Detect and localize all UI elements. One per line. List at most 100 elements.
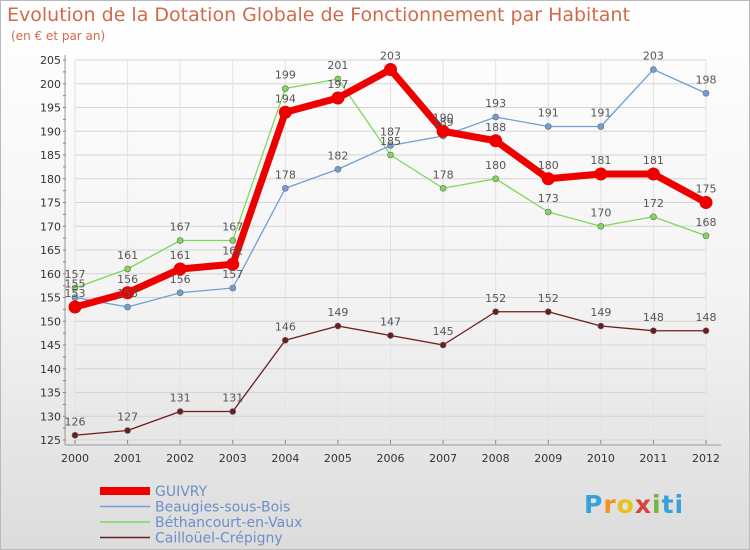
legend-label-beaugies-sous-bois: Beaugies-sous-Bois [155,500,290,516]
logo-letter: x [634,490,652,519]
point-guivry-2006 [384,63,397,76]
point-b-thancourt-en-vaux-2003 [229,237,237,244]
y-tick-label-180: 180 [40,173,61,186]
data-label-caillo-el-cr-pigny-2004: 146 [275,320,296,333]
point-beaugies-sous-bois-2010 [597,123,605,130]
data-label-guivry-2000: 153 [65,287,86,300]
data-label-guivry-2003: 162 [222,244,243,257]
x-tick-label-2005: 2005 [324,452,352,465]
point-guivry-2012 [699,196,713,209]
data-label-b-thancourt-en-vaux-2005: 201 [327,59,348,72]
y-tick-label-200: 200 [40,78,61,91]
data-label-caillo-el-cr-pigny-2009: 152 [538,292,559,305]
point-b-thancourt-en-vaux-2005 [334,75,342,83]
data-labels: 126 127 131 131 146 149 147 145 152 152 149 148 148 1… [65,50,717,429]
point-b-thancourt-en-vaux-2009 [544,208,552,216]
y-tick-label-160: 160 [40,268,61,281]
y-tick-label-140: 140 [40,363,61,376]
proxiti-logo: Proxiti [584,490,684,519]
point-caillo-el-cr-pigny-2001 [124,427,131,434]
point-beaugies-sous-bois-2006 [387,142,394,149]
data-label-beaugies-sous-bois-2010: 191 [590,107,611,120]
point-b-thancourt-en-vaux-2001 [124,265,131,273]
logo-letter: o [616,490,635,519]
point-b-thancourt-en-vaux-2007 [439,184,447,192]
point-caillo-el-cr-pigny-2012 [702,327,710,335]
y-tick-label-125: 125 [40,434,61,447]
y-tick-label-190: 190 [40,125,61,138]
y-tick-label-170: 170 [40,220,61,233]
point-guivry-2000 [68,300,82,314]
y-tick-label-205: 205 [40,54,61,67]
point-caillo-el-cr-pigny-2010 [597,322,605,330]
data-label-caillo-el-cr-pigny-2011: 148 [643,311,664,324]
data-label-guivry-2004: 194 [275,92,296,105]
point-guivry-2007 [436,124,450,138]
legend-label-guivry: GUIVRY [155,484,208,500]
data-label-b-thancourt-en-vaux-2012: 168 [696,216,717,229]
point-beaugies-sous-bois-2005 [334,165,342,173]
data-label-beaugies-sous-bois-2012: 198 [696,73,717,86]
data-label-b-thancourt-en-vaux-2011: 172 [643,197,664,210]
data-label-caillo-el-cr-pigny-2003: 131 [222,392,243,405]
data-label-b-thancourt-en-vaux-2010: 170 [590,206,611,219]
data-label-beaugies-sous-bois-2007: 189 [433,116,454,129]
x-tick-label-2012: 2012 [692,452,720,465]
y-tick-label-165: 165 [40,244,61,257]
point-b-thancourt-en-vaux-2008 [492,175,499,183]
x-tick-label-2002: 2002 [166,452,194,465]
point-caillo-el-cr-pigny-2008 [492,308,499,316]
data-label-beaugies-sous-bois-2003: 157 [222,268,243,281]
data-label-caillo-el-cr-pigny-2006: 147 [380,316,401,329]
legend-label-caillo-el-cr-pigny: Cailloüel-Crépigny [155,531,283,547]
point-guivry-2005 [331,91,345,105]
point-caillo-el-cr-pigny-2006 [387,332,394,339]
data-label-beaugies-sous-bois-2009: 191 [538,107,559,120]
point-beaugies-sous-bois-2011 [650,66,657,73]
data-label-beaugies-sous-bois-2006: 187 [380,126,401,139]
data-label-guivry-2011: 181 [643,154,664,167]
data-label-beaugies-sous-bois-2011: 203 [643,50,664,63]
y-tick-label-145: 145 [40,339,61,352]
point-caillo-el-cr-pigny-2000 [71,431,79,439]
data-label-guivry-2001: 156 [117,273,138,286]
logo-letter: i [652,490,662,519]
x-tick-label-2004: 2004 [271,452,299,465]
x-tick-label-2010: 2010 [587,452,615,465]
data-label-caillo-el-cr-pigny-2012: 148 [696,311,717,324]
data-label-caillo-el-cr-pigny-2005: 149 [327,306,348,319]
y-tick-label-130: 130 [40,410,61,423]
point-b-thancourt-en-vaux-2012 [702,232,710,240]
x-tick-label-2007: 2007 [429,452,457,465]
data-label-guivry-2012: 175 [696,183,717,196]
x-tick-label-2011: 2011 [639,452,667,465]
chart-title: Evolution de la Dotation Globale de Fonc… [7,4,630,26]
data-label-guivry-2010: 181 [590,154,611,167]
data-label-b-thancourt-en-vaux-2001: 161 [117,249,138,262]
point-guivry-2008 [489,134,503,148]
point-beaugies-sous-bois-2008 [492,113,499,121]
point-beaugies-sous-bois-2002 [176,289,184,297]
point-b-thancourt-en-vaux-2000 [71,284,79,292]
x-tick-label-2009: 2009 [534,452,562,465]
x-tick-label-2008: 2008 [482,452,510,465]
y-tick-label-175: 175 [40,197,61,210]
data-label-guivry-2006: 203 [380,50,401,63]
point-caillo-el-cr-pigny-2002 [176,408,184,415]
data-label-caillo-el-cr-pigny-2010: 149 [590,306,611,319]
point-b-thancourt-en-vaux-2006 [387,151,394,159]
data-label-b-thancourt-en-vaux-2002: 167 [170,221,191,234]
point-caillo-el-cr-pigny-2009 [544,308,552,316]
data-label-caillo-el-cr-pigny-2002: 131 [170,392,191,405]
legend-label-b-thancourt-en-vaux: Béthancourt-en-Vaux [155,515,302,531]
y-tick-label-135: 135 [40,387,61,400]
logo-letter: r [603,490,617,519]
data-label-caillo-el-cr-pigny-2001: 127 [117,411,138,424]
data-label-caillo-el-cr-pigny-2000: 126 [65,415,86,428]
data-label-beaugies-sous-bois-2005: 182 [327,149,348,162]
x-tick-label-2001: 2001 [114,452,142,465]
series-layer [68,63,713,439]
data-label-b-thancourt-en-vaux-2006: 185 [380,135,401,148]
point-b-thancourt-en-vaux-2011 [650,213,657,221]
